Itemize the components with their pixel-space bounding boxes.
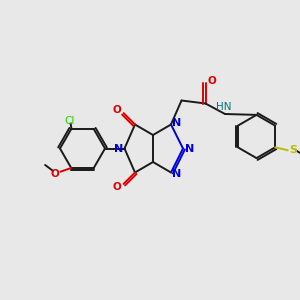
Text: S: S bbox=[289, 145, 297, 155]
Text: HN: HN bbox=[216, 101, 231, 112]
Text: O: O bbox=[112, 105, 122, 115]
Text: N: N bbox=[185, 143, 194, 154]
Text: O: O bbox=[112, 182, 122, 192]
Text: Cl: Cl bbox=[64, 116, 75, 126]
Text: N: N bbox=[172, 118, 181, 128]
Text: O: O bbox=[50, 169, 59, 179]
Text: N: N bbox=[172, 169, 181, 179]
Text: N: N bbox=[115, 143, 124, 154]
Text: O: O bbox=[207, 76, 216, 86]
